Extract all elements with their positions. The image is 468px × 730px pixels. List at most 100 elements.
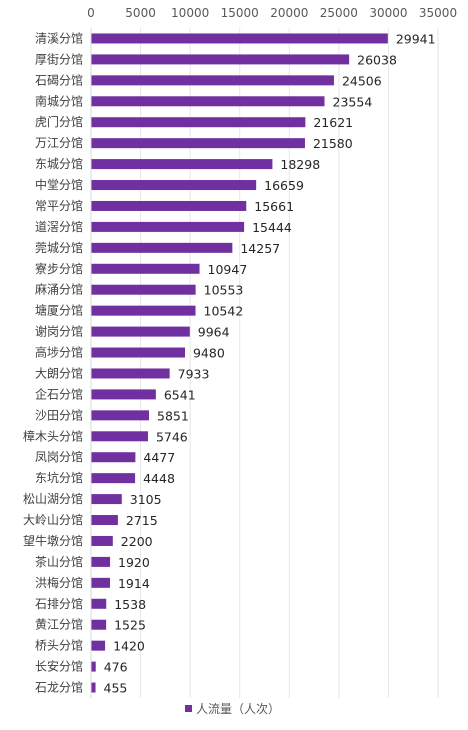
value-label: 1920 [118, 555, 150, 570]
x-tick-label: 0 [87, 6, 95, 20]
value-label: 5851 [157, 408, 189, 423]
bar [91, 242, 233, 253]
value-label: 9964 [198, 325, 230, 340]
bar [91, 200, 247, 211]
category-label: 洪梅分馆 [35, 575, 83, 590]
value-label: 1525 [114, 618, 146, 633]
value-label: 2715 [126, 513, 158, 528]
value-label: 10553 [204, 283, 244, 298]
category-label: 寮步分馆 [35, 261, 83, 276]
bar [91, 326, 190, 337]
bar [91, 180, 257, 191]
value-label: 21621 [313, 115, 353, 130]
category-label: 万江分馆 [35, 135, 83, 150]
category-label: 高埗分馆 [35, 345, 83, 360]
bar [91, 389, 156, 400]
category-label: 沙田分馆 [35, 407, 83, 422]
category-label: 企石分馆 [35, 386, 83, 401]
category-label: 松山湖分馆 [23, 491, 83, 506]
value-label: 26038 [357, 52, 397, 67]
category-labels: 清溪分馆厚街分馆石碣分馆南城分馆虎门分馆万江分馆东城分馆中堂分馆常平分馆道滘分馆… [23, 30, 83, 694]
bar [91, 75, 334, 86]
bar [91, 619, 107, 630]
value-label: 15444 [252, 220, 292, 235]
value-label: 9480 [193, 346, 225, 361]
bar [91, 305, 196, 316]
category-label: 桥头分馆 [35, 638, 83, 653]
value-label: 1420 [113, 639, 145, 654]
bar [91, 347, 185, 358]
category-label: 凤岗分馆 [35, 449, 83, 464]
bar [91, 494, 122, 505]
x-tick-label: 20000 [270, 6, 308, 20]
bar [91, 159, 273, 170]
value-label: 476 [104, 660, 128, 675]
bar [91, 96, 325, 107]
bar [91, 284, 196, 295]
category-label: 东城分馆 [35, 156, 83, 171]
x-tick-label: 10000 [171, 6, 209, 20]
bar [91, 515, 118, 526]
value-label: 10542 [204, 304, 244, 319]
value-label: 23554 [333, 94, 373, 109]
bar [91, 452, 136, 463]
value-label: 6541 [164, 387, 196, 402]
category-label: 虎门分馆 [35, 114, 83, 129]
legend: 人流量（人次） [185, 702, 280, 716]
category-label: 石龙分馆 [35, 680, 83, 695]
category-label: 石碣分馆 [35, 72, 83, 87]
bar [91, 263, 200, 274]
category-label: 中堂分馆 [35, 177, 83, 192]
value-label: 29941 [396, 31, 436, 46]
category-label: 麻涌分馆 [35, 282, 83, 297]
value-label: 14257 [240, 241, 280, 256]
value-label: 24506 [342, 73, 382, 88]
x-tick-label: 15000 [221, 6, 259, 20]
bar [91, 138, 305, 149]
value-label: 7933 [178, 366, 210, 381]
category-label: 石排分馆 [35, 596, 83, 611]
category-label: 长安分馆 [35, 659, 83, 674]
category-label: 清溪分馆 [35, 30, 83, 45]
bar [91, 640, 106, 651]
x-tick-label: 35000 [419, 6, 457, 20]
value-label: 18298 [280, 157, 320, 172]
bar [91, 117, 306, 128]
category-label: 黄江分馆 [35, 617, 83, 632]
bar [91, 33, 388, 44]
value-label: 455 [104, 681, 128, 696]
x-tick-label: 30000 [369, 6, 407, 20]
category-label: 东坑分馆 [35, 470, 83, 485]
category-label: 茶山分馆 [35, 554, 83, 569]
category-label: 望牛墩分馆 [23, 533, 83, 548]
bar [91, 473, 136, 484]
category-label: 南城分馆 [35, 93, 83, 108]
value-label: 4477 [143, 450, 175, 465]
bar [91, 431, 148, 442]
bars [91, 33, 388, 693]
bar [91, 221, 245, 232]
gridlines [140, 28, 439, 698]
category-label: 大岭山分馆 [23, 512, 83, 527]
bar [91, 410, 150, 421]
category-label: 谢岗分馆 [35, 324, 83, 339]
category-label: 厚街分馆 [35, 51, 83, 66]
value-label: 16659 [264, 178, 304, 193]
bar [91, 598, 107, 609]
x-tick-label: 5000 [125, 6, 156, 20]
category-label: 道滘分馆 [35, 219, 83, 234]
category-label: 常平分馆 [35, 198, 83, 213]
value-label: 15661 [254, 199, 294, 214]
bar [91, 368, 170, 379]
category-label: 莞城分馆 [35, 240, 83, 255]
bar [91, 682, 96, 693]
value-label: 10947 [208, 262, 248, 277]
bar [91, 577, 110, 588]
value-label: 5746 [156, 429, 188, 444]
x-tick-label: 25000 [320, 6, 358, 20]
value-label: 1538 [114, 597, 146, 612]
value-label: 21580 [313, 136, 353, 151]
category-label: 大朗分馆 [35, 365, 83, 380]
x-axis-ticks: 0 5000 10000 15000 20000 25000 30000 35000 [87, 6, 457, 20]
